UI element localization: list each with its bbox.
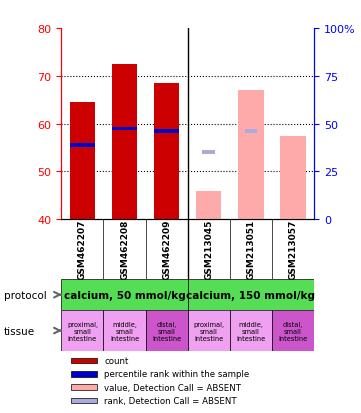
Bar [154, 130, 179, 133]
Bar [112, 65, 137, 220]
Text: GSM462207: GSM462207 [78, 219, 87, 280]
Bar [245, 130, 257, 133]
Bar [71, 385, 97, 390]
Bar [280, 136, 306, 220]
Bar [238, 91, 264, 220]
Text: proximal,
small
intestine: proximal, small intestine [67, 321, 98, 341]
Bar [71, 358, 97, 363]
Bar [154, 84, 179, 220]
Text: distal,
small
intestine: distal, small intestine [278, 321, 308, 341]
Text: tissue: tissue [4, 326, 35, 336]
Text: count: count [104, 356, 129, 365]
Text: protocol: protocol [4, 290, 46, 300]
Text: value, Detection Call = ABSENT: value, Detection Call = ABSENT [104, 383, 242, 392]
Text: middle,
small
intestine: middle, small intestine [236, 321, 266, 341]
Text: calcium, 50 mmol/kg: calcium, 50 mmol/kg [64, 290, 186, 300]
Bar [188, 311, 230, 351]
Text: GSM213051: GSM213051 [247, 220, 255, 280]
Text: calcium, 150 mmol/kg: calcium, 150 mmol/kg [186, 290, 316, 300]
Bar [272, 311, 314, 351]
Bar [61, 311, 104, 351]
Text: middle,
small
intestine: middle, small intestine [110, 321, 139, 341]
Text: distal,
small
intestine: distal, small intestine [152, 321, 181, 341]
Bar [188, 280, 314, 311]
Bar [61, 280, 188, 311]
Bar [104, 311, 145, 351]
Text: GSM462209: GSM462209 [162, 219, 171, 280]
Bar [70, 103, 95, 220]
Text: GSM213045: GSM213045 [204, 220, 213, 280]
Bar [71, 398, 97, 403]
Text: GSM462208: GSM462208 [120, 220, 129, 280]
Text: proximal,
small
intestine: proximal, small intestine [193, 321, 224, 341]
Bar [70, 144, 95, 148]
Bar [196, 191, 221, 220]
Bar [230, 311, 272, 351]
Bar [71, 371, 97, 377]
Bar [203, 151, 215, 155]
Bar [112, 127, 137, 131]
Text: rank, Detection Call = ABSENT: rank, Detection Call = ABSENT [104, 396, 237, 405]
Text: percentile rank within the sample: percentile rank within the sample [104, 370, 249, 378]
Bar [145, 311, 188, 351]
Text: GSM213057: GSM213057 [288, 220, 297, 280]
